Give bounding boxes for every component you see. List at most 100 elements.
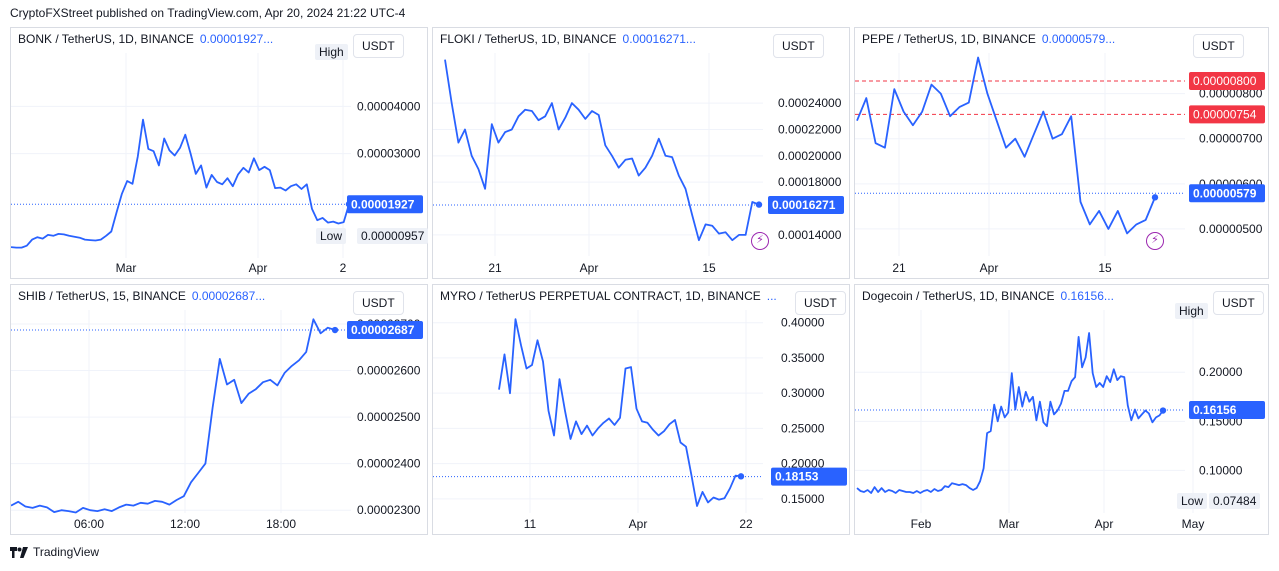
chart-legend: SHIB / TetherUS, 15, BINANCE 0.00002687..…	[18, 289, 265, 303]
x-tick-label: Apr	[249, 261, 268, 275]
symbol-title[interactable]: BONK / TetherUS, 1D, BINANCE	[18, 32, 194, 46]
currency-button[interactable]: USDT	[353, 34, 404, 58]
chart-panel-dogecoin[interactable]: Dogecoin / TetherUS, 1D, BINANCE 0.16156.…	[854, 284, 1269, 535]
last-price-dot	[1159, 407, 1167, 414]
x-tick-label: 21	[892, 261, 906, 275]
x-tick-label: 12:00	[170, 517, 200, 531]
x-tick-label: 11	[524, 517, 537, 531]
legend-price: 0.16156...	[1060, 289, 1114, 303]
alert-price-tag	[1189, 71, 1265, 90]
x-tick-label: Apr	[1095, 517, 1114, 531]
y-tick-label: 0.00020000	[778, 149, 842, 163]
legend-price: 0.00001927...	[199, 32, 274, 46]
y-tick-label: 0.15000	[781, 492, 825, 506]
y-tick-label: 0.00004000	[357, 99, 421, 113]
tradingview-brand: TradingView	[33, 545, 100, 559]
low-value: 0.00000957	[357, 228, 429, 244]
y-tick-label: 0.20000	[781, 457, 825, 471]
symbol-title[interactable]: FLOKI / TetherUS, 1D, BINANCE	[440, 32, 617, 46]
currency-button[interactable]: USDT	[795, 291, 846, 315]
currency-button[interactable]: USDT	[1213, 291, 1264, 315]
current-price-label: 0.00016271	[772, 198, 836, 212]
price-series-line	[856, 56, 1156, 235]
low-chip: Low	[316, 228, 347, 244]
chart-panel-floki[interactable]: FLOKI / TetherUS, 1D, BINANCE 0.00016271.…	[432, 27, 850, 279]
price-series-line	[11, 318, 336, 514]
low-value: 0.07484	[1209, 493, 1261, 509]
chart-svg[interactable]: 0.00004000 0.00003000 Mar Apr 2 0.00001927	[11, 28, 427, 278]
chart-svg[interactable]: 0.000027000.000026000.000025000.00002400…	[11, 285, 427, 534]
last-price-dot	[755, 201, 763, 208]
symbol-title[interactable]: MYRO / TetherUS PERPETUAL CONTRACT, 1D, …	[440, 289, 761, 303]
chart-panel-bonk[interactable]: BONK / TetherUS, 1D, BINANCE 0.00001927..…	[10, 27, 429, 279]
current-price-label: 0.00000579	[1193, 186, 1257, 200]
last-price-dot	[1151, 194, 1159, 201]
last-price-dot	[737, 473, 745, 480]
y-tick-label: 0.00002600	[357, 364, 421, 378]
current-price-tag	[347, 321, 423, 340]
currency-button[interactable]: USDT	[1193, 34, 1244, 58]
high-chip: High	[1175, 303, 1208, 319]
x-tick-label: Feb	[911, 517, 932, 531]
y-tick-label: 0.30000	[781, 386, 825, 400]
alert-price-label: 0.00000754	[1193, 107, 1257, 121]
y-tick-label: 0.25000	[781, 421, 825, 435]
y-tick-label: 0.10000	[1199, 463, 1243, 477]
current-price-tag	[1189, 184, 1265, 203]
x-tick-label: Mar	[999, 517, 1020, 531]
currency-button[interactable]: USDT	[773, 34, 824, 58]
chart-legend: BONK / TetherUS, 1D, BINANCE 0.00001927..…	[18, 32, 273, 46]
chart-panel-shib[interactable]: SHIB / TetherUS, 15, BINANCE 0.00002687..…	[10, 284, 428, 535]
lightning-bolt-icon[interactable]: ⚡	[1146, 232, 1164, 250]
x-tick-label: 06:00	[74, 517, 104, 531]
price-series-line	[856, 332, 1164, 494]
x-tick-label: Apr	[980, 261, 999, 275]
legend-price: 0.00000579...	[1041, 32, 1116, 46]
x-tick-label: Mar	[116, 261, 137, 275]
y-tick-label: 0.00002500	[357, 410, 421, 424]
current-price-label: 0.18153	[775, 470, 819, 484]
symbol-title[interactable]: PEPE / TetherUS, 1D, BINANCE	[862, 32, 1036, 46]
publish-header: CryptoFXStreet published on TradingView.…	[10, 6, 406, 20]
current-price-label: 0.00001927	[351, 197, 415, 211]
y-tick-label: 0.00024000	[778, 96, 842, 110]
chart-legend: Dogecoin / TetherUS, 1D, BINANCE 0.16156.…	[862, 289, 1114, 303]
y-tick-label: 0.00022000	[778, 122, 842, 136]
tradingview-footer[interactable]: TradingView	[10, 545, 99, 559]
lightning-bolt-icon[interactable]: ⚡	[751, 232, 769, 250]
y-tick-label: 0.00000700	[1199, 132, 1263, 146]
legend-price: ...	[766, 289, 777, 303]
chart-svg[interactable]: 0.40000 0.35000 0.30000 0.25000 0.20000 0.150…	[433, 285, 849, 534]
y-tick-label: 0.00002400	[357, 457, 421, 471]
currency-button[interactable]: USDT	[353, 291, 404, 315]
price-series-line	[498, 318, 742, 507]
current-price-label: 0.16156	[1193, 403, 1237, 417]
chart-panel-pepe[interactable]: PEPE / TetherUS, 1D, BINANCE 0.00000579..…	[854, 27, 1269, 279]
y-tick-label: 0.35000	[781, 351, 825, 365]
low-chip: Low	[1177, 493, 1208, 509]
chart-legend: PEPE / TetherUS, 1D, BINANCE 0.00000579..…	[862, 32, 1115, 46]
alert-price-label: 0.00000800	[1193, 74, 1257, 88]
x-tick-label: 2	[340, 261, 347, 275]
y-tick-label: 0.00000800	[1199, 87, 1263, 101]
chart-svg[interactable]: 0.00024000 0.00022000 0.00020000 0.00018000…	[433, 28, 849, 278]
legend-price: 0.00016271...	[622, 32, 696, 46]
x-tick-label: 22	[739, 517, 753, 531]
symbol-title[interactable]: SHIB / TetherUS, 15, BINANCE	[18, 289, 186, 303]
y-tick-label: 0.00014000	[778, 228, 842, 242]
chart-legend: MYRO / TetherUS PERPETUAL CONTRACT, 1D, …	[440, 289, 777, 303]
price-series-line	[11, 118, 350, 249]
x-tick-label: Apr	[580, 261, 599, 275]
x-tick-label: 21	[488, 261, 502, 275]
current-price-tag	[768, 195, 844, 214]
chart-svg[interactable]: 0.000008000.000007000.000006000.00000500…	[855, 28, 1268, 278]
symbol-title[interactable]: Dogecoin / TetherUS, 1D, BINANCE	[862, 289, 1055, 303]
tradingview-logo-icon	[10, 546, 28, 558]
x-tick-label: 15	[702, 261, 716, 275]
chart-panel-myro[interactable]: MYRO / TetherUS PERPETUAL CONTRACT, 1D, …	[432, 284, 850, 535]
legend-price: 0.00002687...	[191, 289, 266, 303]
y-tick-label: 0.40000	[781, 316, 825, 330]
x-tick-label: May	[1182, 517, 1205, 531]
y-tick-label: 0.00000500	[1199, 222, 1263, 236]
